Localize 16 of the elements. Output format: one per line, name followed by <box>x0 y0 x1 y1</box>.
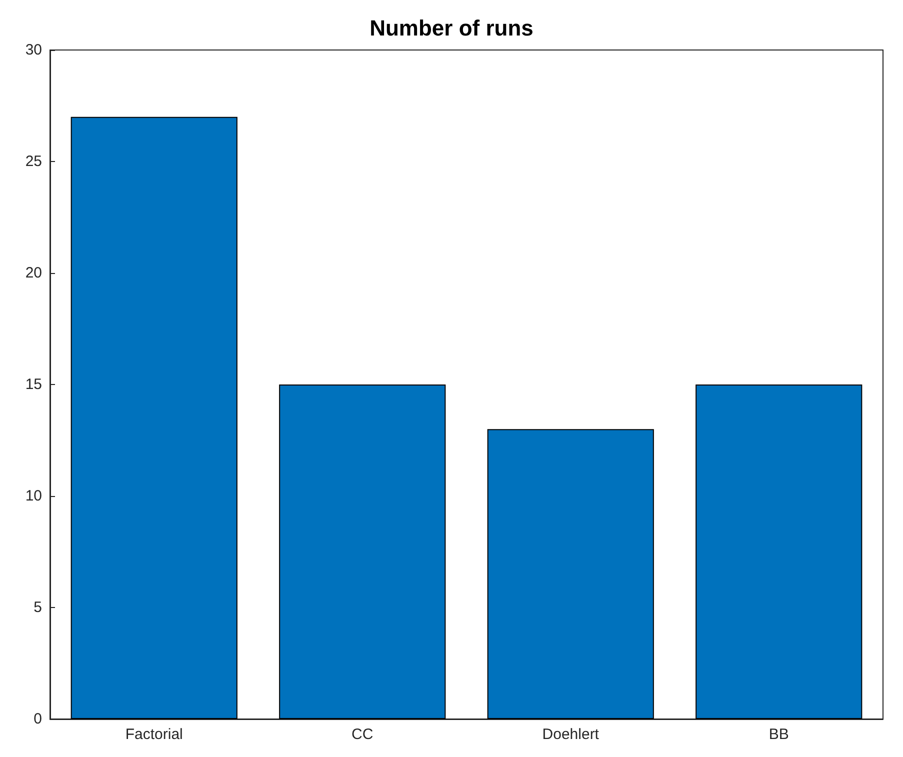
y-tick-label: 20 <box>25 264 42 282</box>
y-tick-label: 25 <box>25 153 42 170</box>
x-tick-label: Factorial <box>125 726 183 743</box>
y-tick-label: 5 <box>34 599 42 616</box>
x-tick-label: BB <box>768 726 789 743</box>
x-tick-label: CC <box>352 726 374 743</box>
bar <box>279 384 446 719</box>
y-tick-label: 0 <box>34 710 42 728</box>
y-tick-label: 15 <box>25 376 42 393</box>
bar <box>696 384 862 719</box>
chart-title: Number of runs <box>370 16 534 40</box>
bar <box>70 116 238 719</box>
x-tick-label: Doehlert <box>542 726 600 743</box>
y-tick-label: 10 <box>25 488 42 504</box>
bar <box>487 429 654 719</box>
y-tick-label: 30 <box>25 42 42 58</box>
